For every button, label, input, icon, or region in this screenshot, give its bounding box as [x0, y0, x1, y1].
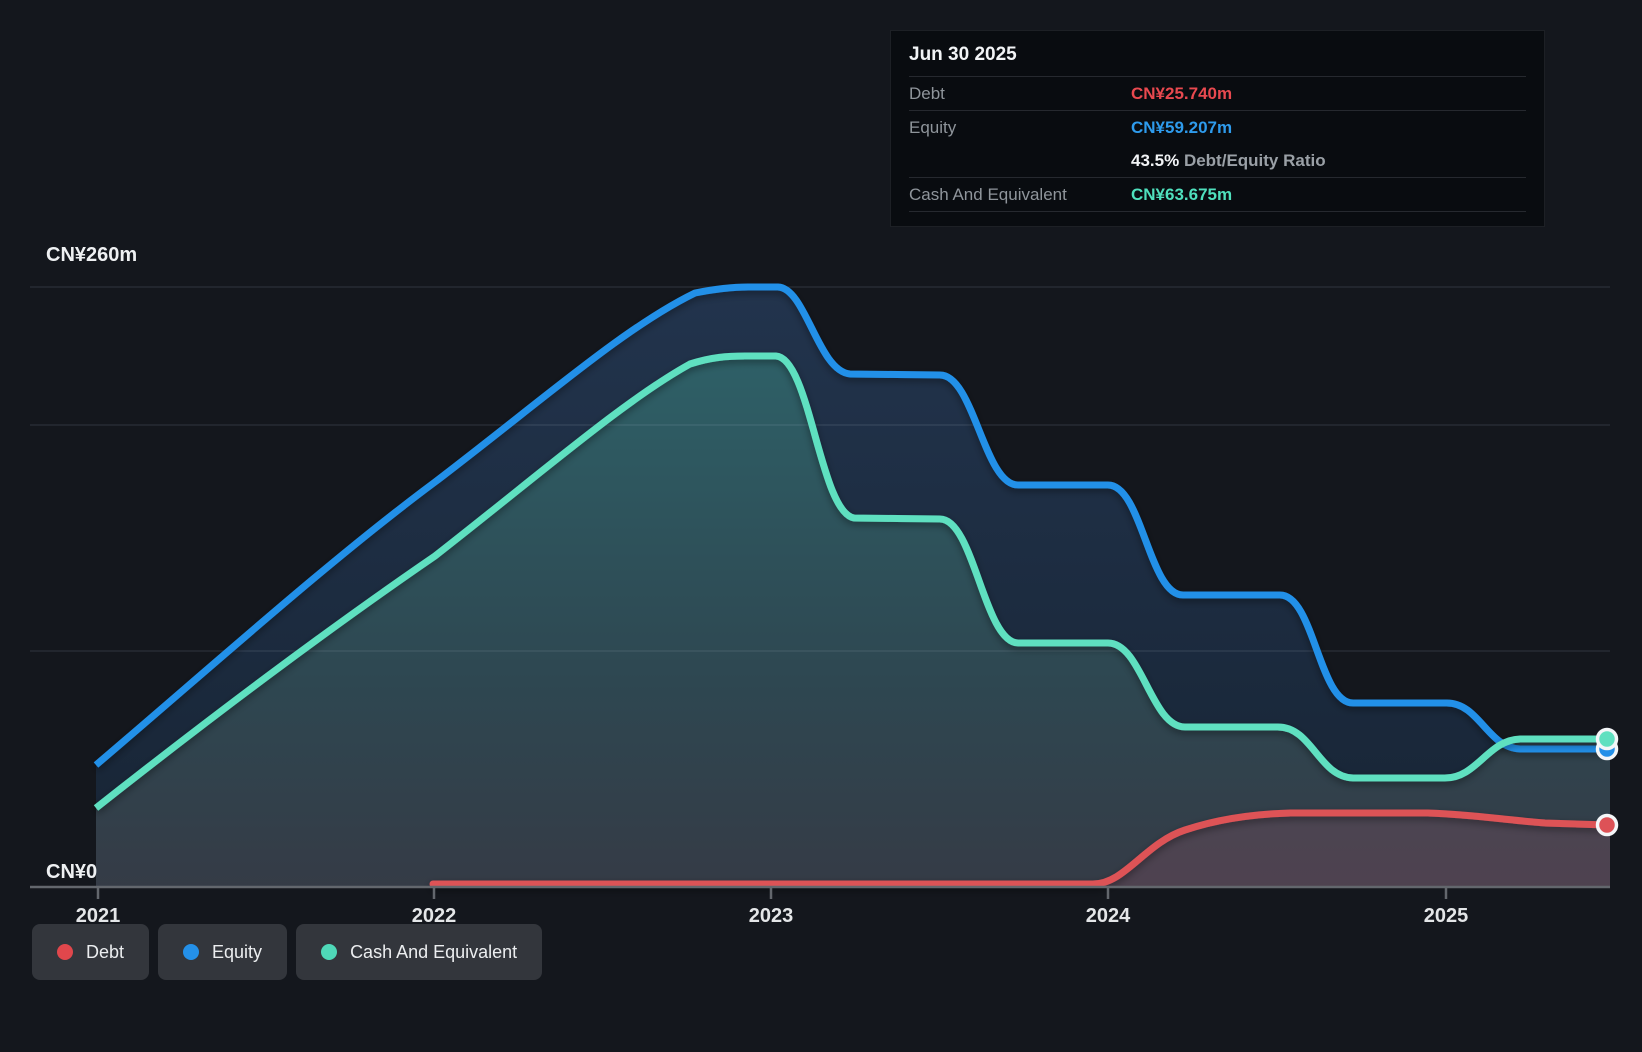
tooltip-debt-label: Debt — [909, 83, 945, 103]
year-label: 2021 — [76, 905, 121, 927]
tooltip-row-ratio: 43.5% Debt/Equity Ratio — [909, 144, 1526, 177]
tooltip-debt-value: CN¥25.740m — [1131, 83, 1233, 103]
cash-legend-dot-icon — [321, 944, 338, 960]
legend-item-debt[interactable]: Debt — [32, 924, 150, 980]
tooltip-panel: Jun 30 2025 Debt CN¥25.740m Equity CN¥59… — [890, 30, 1545, 227]
legend-debt-label: Debt — [86, 941, 125, 962]
tooltip-cash-value: CN¥63.675m — [1131, 184, 1233, 204]
equity-line — [93, 283, 1607, 768]
gridlines — [30, 286, 1610, 652]
year-label: 2023 — [749, 905, 794, 927]
tooltip-equity-value: CN¥59.207m — [1131, 117, 1233, 137]
tooltip-cash-label: Cash And Equivalent — [909, 184, 1067, 204]
cash-line — [93, 352, 1607, 811]
tooltip-equity-label: Equity — [909, 117, 957, 137]
legend-cash-label: Cash And Equivalent — [350, 941, 518, 962]
legend-item-cash[interactable]: Cash And Equivalent — [296, 924, 543, 980]
debt-area-fill — [433, 813, 1610, 887]
equity-legend-dot-icon — [183, 944, 200, 960]
debt-line — [429, 809, 1611, 888]
cash-area-fill — [96, 356, 1610, 887]
series-end-markers — [1595, 727, 1619, 837]
tooltip-row-debt: Debt CN¥25.740m — [909, 76, 1526, 110]
y-axis-bottom-label: CN¥0 — [46, 861, 97, 883]
legend-equity-label: Equity — [212, 941, 263, 962]
debt-legend-dot-icon — [57, 944, 73, 960]
tooltip-row-equity: Equity CN¥59.207m — [909, 110, 1526, 144]
y-axis-top-label: CN¥260m — [46, 244, 137, 266]
series-end-marker — [1595, 813, 1619, 837]
legend: Debt Equity Cash And Equivalent — [32, 924, 543, 980]
debt-equity-ratio-label: Debt/Equity Ratio — [1183, 150, 1326, 170]
x-axis-year-labels: 2021 2022 2023 2024 2025 — [76, 905, 1469, 927]
x-axis-ticks — [96, 888, 1448, 899]
year-label: 2024 — [1086, 905, 1131, 927]
year-label: 2022 — [412, 905, 457, 927]
series-end-marker — [1595, 727, 1619, 751]
year-label: 2025 — [1424, 905, 1469, 927]
debt-equity-ratio-value: 43.5% — [1131, 150, 1180, 170]
tooltip-date: Jun 30 2025 — [909, 44, 1017, 65]
legend-item-equity[interactable]: Equity — [158, 924, 288, 980]
tooltip-row-cash: Cash And Equivalent CN¥63.675m — [909, 177, 1526, 212]
